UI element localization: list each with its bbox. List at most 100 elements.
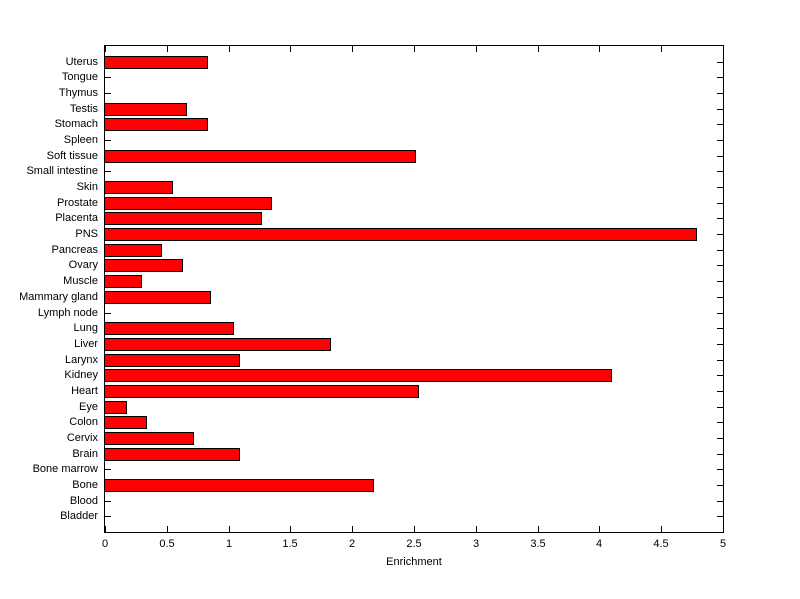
y-tick-right [717, 265, 723, 266]
y-tick-right [717, 313, 723, 314]
x-tick-label: 2 [348, 538, 356, 550]
category-label-testis: Testis [69, 103, 98, 115]
y-tick-right [717, 77, 723, 78]
category-label-bone: Bone [72, 479, 98, 491]
y-tick-left [105, 469, 111, 470]
x-tick-top [538, 46, 539, 52]
x-tick-top [290, 46, 291, 52]
x-tick-bottom [476, 526, 477, 532]
x-tick-bottom [723, 526, 724, 532]
y-tick-right [717, 93, 723, 94]
bar-bone [104, 479, 374, 492]
category-label-small-intestine: Small intestine [26, 165, 98, 177]
category-label-bone-marrow: Bone marrow [32, 463, 98, 475]
category-label-ovary: Ovary [68, 259, 98, 271]
bar-heart [104, 385, 419, 398]
bar-colon [104, 416, 147, 429]
y-tick-right [717, 187, 723, 188]
bar-pancreas [104, 244, 162, 257]
y-tick-right [717, 469, 723, 470]
category-label-pns: PNS [75, 228, 98, 240]
x-tick-top [476, 46, 477, 52]
y-tick-right [717, 171, 723, 172]
y-tick-right [717, 516, 723, 517]
category-label-thymus: Thymus [58, 87, 98, 99]
y-tick-right [717, 375, 723, 376]
bar-larynx [104, 354, 240, 367]
x-tick-bottom [290, 526, 291, 532]
x-tick-top [599, 46, 600, 52]
category-label-larynx: Larynx [64, 354, 98, 366]
category-label-tongue: Tongue [61, 71, 98, 83]
y-tick-right [717, 140, 723, 141]
y-tick-right [717, 422, 723, 423]
bar-muscle [104, 275, 142, 288]
bar-pns [104, 228, 697, 241]
bar-soft-tissue [104, 150, 416, 163]
category-label-eye: Eye [79, 401, 98, 413]
category-label-cervix: Cervix [66, 432, 98, 444]
y-tick-right [717, 360, 723, 361]
category-label-placenta: Placenta [55, 212, 98, 224]
y-tick-right [717, 62, 723, 63]
x-tick-label: 1.5 [282, 538, 298, 550]
y-tick-right [717, 391, 723, 392]
bar-mammary-gland [104, 291, 211, 304]
y-tick-left [105, 140, 111, 141]
y-tick-left [105, 93, 111, 94]
x-tick-bottom [167, 526, 168, 532]
x-tick-bottom [599, 526, 600, 532]
x-tick-top [352, 46, 353, 52]
category-label-prostate: Prostate [57, 197, 98, 209]
y-tick-right [717, 124, 723, 125]
x-tick-top [414, 46, 415, 52]
x-tick-top [105, 46, 106, 52]
x-tick-top [229, 46, 230, 52]
x-tick-bottom [414, 526, 415, 532]
x-tick-label: 0 [101, 538, 109, 550]
x-tick-label: 3 [472, 538, 480, 550]
y-tick-right [717, 234, 723, 235]
x-tick-label: 4.5 [653, 538, 669, 550]
category-label-brain: Brain [72, 448, 98, 460]
x-axis-label: Enrichment [386, 556, 442, 568]
y-tick-right [717, 297, 723, 298]
category-label-spleen: Spleen [63, 134, 98, 146]
y-tick-right [717, 109, 723, 110]
x-tick-label: 1 [225, 538, 233, 550]
category-label-blood: Blood [69, 495, 98, 507]
x-tick-label: 2.5 [406, 538, 422, 550]
x-tick-label: 3.5 [530, 538, 546, 550]
x-tick-label: 5 [719, 538, 727, 550]
x-tick-top [723, 46, 724, 52]
bar-stomach [104, 118, 208, 131]
y-tick-right [717, 328, 723, 329]
bar-skin [104, 181, 173, 194]
y-tick-left [105, 501, 111, 502]
y-tick-left [105, 516, 111, 517]
category-label-lymph-node: Lymph node [37, 307, 98, 319]
category-label-mammary-gland: Mammary gland [19, 291, 98, 303]
y-tick-right [717, 203, 723, 204]
category-label-lung: Lung [73, 322, 98, 334]
y-tick-left [105, 77, 111, 78]
bar-brain [104, 448, 240, 461]
x-tick-label: 4 [595, 538, 603, 550]
category-label-soft-tissue: Soft tissue [46, 150, 98, 162]
x-tick-label: 0.5 [159, 538, 175, 550]
x-tick-top [661, 46, 662, 52]
bar-placenta [104, 212, 262, 225]
bar-prostate [104, 197, 272, 210]
category-label-pancreas: Pancreas [51, 244, 98, 256]
x-tick-bottom [661, 526, 662, 532]
y-tick-right [717, 156, 723, 157]
category-label-stomach: Stomach [54, 118, 98, 130]
plot-area [104, 45, 724, 533]
y-tick-right [717, 407, 723, 408]
y-tick-right [717, 485, 723, 486]
x-tick-bottom [352, 526, 353, 532]
bar-liver [104, 338, 331, 351]
x-tick-top [167, 46, 168, 52]
y-tick-right [717, 501, 723, 502]
y-tick-right [717, 281, 723, 282]
